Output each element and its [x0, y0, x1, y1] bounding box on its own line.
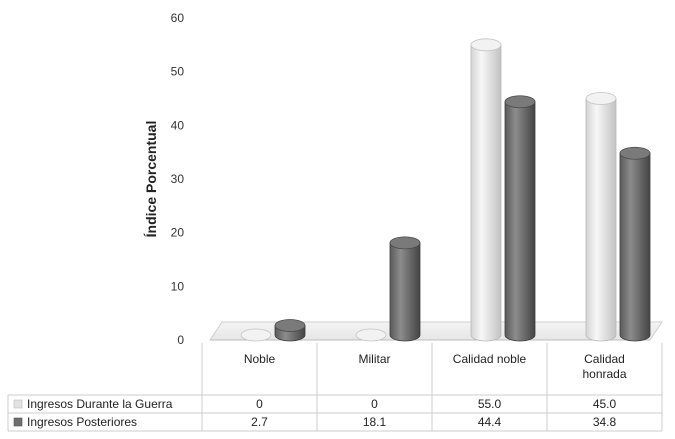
y-tick-label: 60 [171, 11, 185, 25]
bar-body [470, 44, 502, 342]
y-tick-label: 0 [177, 333, 184, 347]
y-tick-label: 30 [171, 172, 185, 186]
x-category-label: Noble [244, 352, 276, 366]
bar-0-1 [355, 328, 387, 342]
data-table-value: 0 [371, 397, 378, 411]
bar-top [619, 146, 651, 160]
data-table-value: 55.0 [478, 397, 502, 411]
data-table-value: 18.1 [363, 415, 387, 429]
bar-1-2 [504, 95, 536, 342]
bar-body [504, 101, 536, 342]
bar-0-2 [470, 38, 502, 342]
bar-body [619, 152, 651, 342]
x-category-label: Militar [359, 352, 391, 366]
y-tick-label: 40 [171, 118, 185, 132]
data-table-value: 34.8 [593, 415, 617, 429]
y-tick-label: 10 [171, 279, 185, 293]
bar-1-0 [274, 319, 306, 342]
legend-swatch [13, 399, 23, 409]
bar-0-3 [585, 92, 617, 342]
bar-body [585, 98, 617, 342]
data-table-value: 0 [256, 397, 263, 411]
x-category-label: Calidad noble [453, 352, 527, 366]
legend-swatch [13, 417, 23, 427]
bar-top [355, 328, 387, 342]
data-table-value: 2.7 [251, 415, 268, 429]
bar-1-3 [619, 146, 651, 342]
bar-top [389, 236, 421, 250]
y-tick-label: 20 [171, 226, 185, 240]
x-category-label: Calidad honrada [582, 352, 626, 381]
data-table-value: 44.4 [478, 415, 502, 429]
bar-top [274, 319, 306, 332]
y-tick-label: 50 [171, 65, 185, 79]
bar-0-0 [240, 328, 272, 342]
bar-top [585, 92, 617, 105]
legend-series-name: Ingresos Durante la Guerra [27, 397, 173, 411]
bar-top [504, 95, 536, 109]
bar-top [470, 38, 502, 52]
data-table-value: 45.0 [593, 397, 617, 411]
bar-body [389, 242, 421, 342]
bar-1-1 [389, 236, 421, 342]
bar-top [240, 328, 272, 342]
y-axis-title: Índice Porcentual [143, 121, 159, 238]
legend-series-name: Ingresos Posteriores [27, 415, 137, 429]
